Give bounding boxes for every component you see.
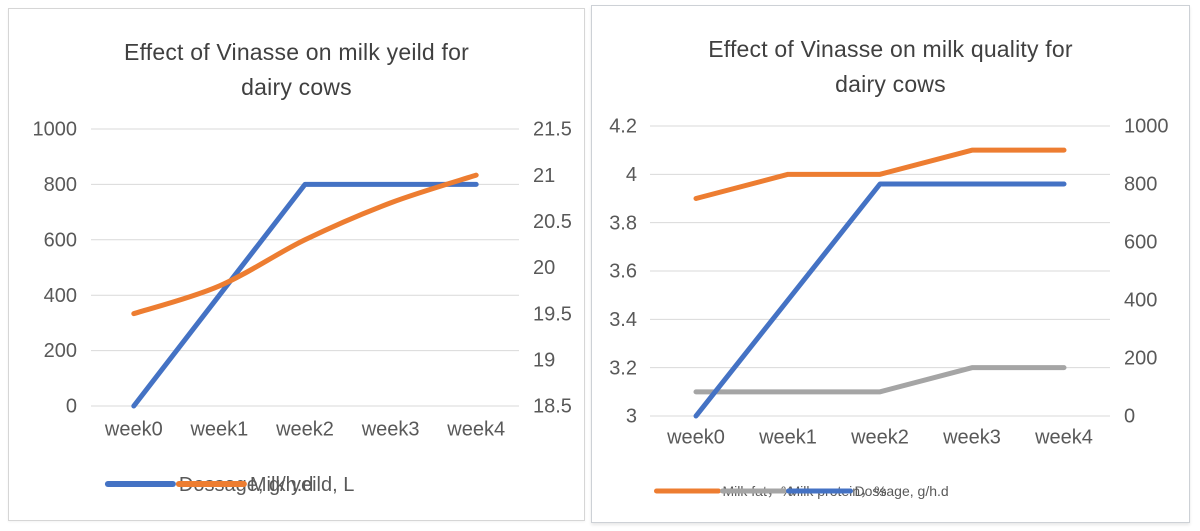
series-line-dossage-g-h-d <box>131 181 479 409</box>
right-axis-tick-label: 19.5 <box>533 303 572 325</box>
right-axis-tick-label: 21 <box>533 165 555 187</box>
left-axis-tick-label: 4.2 <box>609 116 637 138</box>
right-axis-tick-label: 200 <box>1124 348 1157 370</box>
series-line-milk-protein <box>693 365 1067 395</box>
right-axis-tick-label: 21.5 <box>533 119 572 141</box>
x-category-label: week4 <box>446 419 505 441</box>
series-line-milk-yeild-l <box>131 172 479 317</box>
right-axis-tick-label: 20.5 <box>533 211 572 233</box>
x-category-label: week2 <box>275 419 334 441</box>
right-axis-tick-label: 1000 <box>1124 116 1169 138</box>
title-line-1: Effect of Vinasse on milk yeild for <box>124 39 469 65</box>
title-line-1: Effect of Vinasse on milk quality for <box>708 36 1073 62</box>
milk-yield-chart: 1000 800 600 400 200 0 21.5 21 20.5 20 19.5 19 18.5 w… <box>33 119 572 496</box>
x-category-label: week1 <box>758 427 817 449</box>
x-category-label: week2 <box>850 427 909 449</box>
milk-yield-chart-panel: Effect of Vinasse on milk yeild for dair… <box>8 8 585 521</box>
title-line-2: dairy cows <box>241 74 352 100</box>
milk-quality-chart: 4.2 4 3.8 3.6 3.4 3.2 3 1000 800 600 400 200 0 week0 w… <box>609 116 1169 499</box>
left-axis-tick-label: 3.4 <box>609 309 637 331</box>
x-category-label: week4 <box>1034 427 1093 449</box>
milk-yield-chart-title: Effect of Vinasse on milk yeild for dair… <box>9 35 584 105</box>
right-axis-tick-label: 800 <box>1124 174 1157 196</box>
legend-label-dossage-g-h-d: Dossage, g/h.d <box>855 483 949 499</box>
left-axis-tick-label: 200 <box>44 340 77 362</box>
right-axis-tick-label: 0 <box>1124 406 1135 428</box>
right-axis-tick-label: 20 <box>533 257 555 279</box>
x-category-label: week1 <box>189 419 248 441</box>
left-axis-tick-label: 3.2 <box>609 357 637 379</box>
x-category-label: week0 <box>104 419 163 441</box>
x-category-label: week3 <box>361 419 420 441</box>
legend-label-milk-yeild-l: Milk yeild, L <box>250 474 354 496</box>
left-axis-tick-label: 0 <box>66 396 77 418</box>
milk-quality-chart-panel: Effect of Vinasse on milk quality for da… <box>591 5 1190 523</box>
right-axis-tick-label: 19 <box>533 349 555 371</box>
left-axis-tick-label: 4 <box>626 164 637 186</box>
series-line-dossage-g-h-d <box>693 181 1067 419</box>
x-category-label: week3 <box>942 427 1001 449</box>
left-axis-tick-label: 600 <box>44 229 77 251</box>
left-axis-tick-label: 3 <box>626 406 637 428</box>
title-line-2: dairy cows <box>835 71 946 97</box>
left-axis-tick-label: 3.8 <box>609 212 637 234</box>
right-axis-tick-label: 600 <box>1124 232 1157 254</box>
left-axis-tick-label: 3.6 <box>609 261 637 283</box>
left-axis-tick-label: 400 <box>44 285 77 307</box>
right-axis-tick-label: 400 <box>1124 290 1157 312</box>
x-category-label: week0 <box>666 427 725 449</box>
left-axis-tick-label: 1000 <box>33 119 78 141</box>
left-axis-tick-label: 800 <box>44 174 77 196</box>
right-axis-tick-label: 18.5 <box>533 396 572 418</box>
series-line-milk-fat <box>693 147 1067 201</box>
milk-quality-chart-title: Effect of Vinasse on milk quality for da… <box>592 32 1189 102</box>
